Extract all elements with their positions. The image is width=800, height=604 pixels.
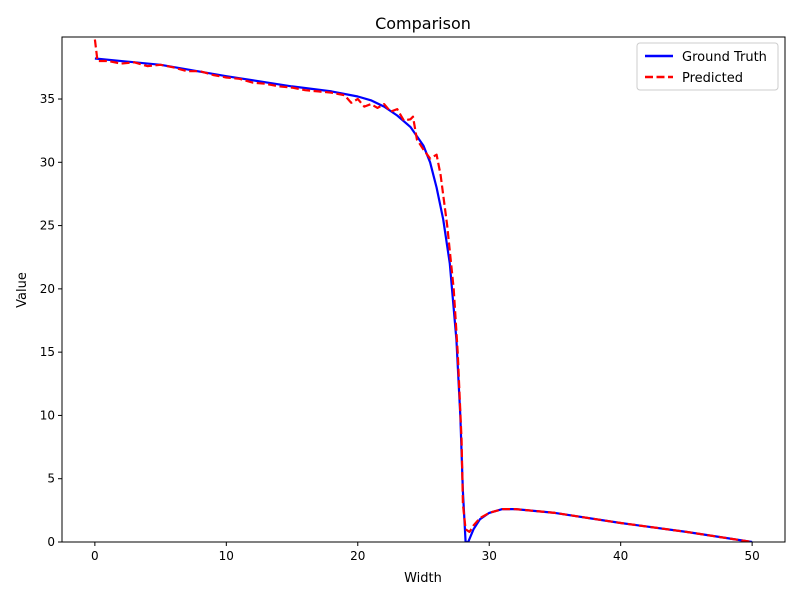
- legend: Ground Truth Predicted: [636, 42, 779, 91]
- x-axis-label: Width: [404, 571, 442, 586]
- y-tick-label: 20: [40, 282, 55, 296]
- y-tick-label: 30: [40, 155, 55, 169]
- x-tick-label: 30: [482, 549, 497, 563]
- y-tick-label: 15: [40, 345, 55, 359]
- y-tick-label: 5: [47, 472, 55, 486]
- y-tick-label: 0: [47, 535, 55, 549]
- legend-label-predicted: Predicted: [682, 71, 743, 86]
- y-tick-label: 10: [40, 408, 55, 422]
- y-axis-label: Value: [15, 272, 30, 308]
- y-tick-label: 35: [40, 92, 55, 106]
- plot-area-frame: [61, 36, 786, 543]
- chart-title: Comparison: [375, 14, 471, 33]
- series-line-predicted: [93, 39, 753, 542]
- y-tick-label: 25: [40, 219, 55, 233]
- x-tick-label: 20: [350, 549, 365, 563]
- x-tick-label: 0: [91, 549, 99, 563]
- legend-label-ground-truth: Ground Truth: [682, 50, 767, 65]
- series-line-ground-truth: [94, 57, 753, 542]
- x-tick-label: 40: [613, 549, 628, 563]
- x-tick-label: 50: [744, 549, 759, 563]
- x-tick-label: 10: [219, 549, 234, 563]
